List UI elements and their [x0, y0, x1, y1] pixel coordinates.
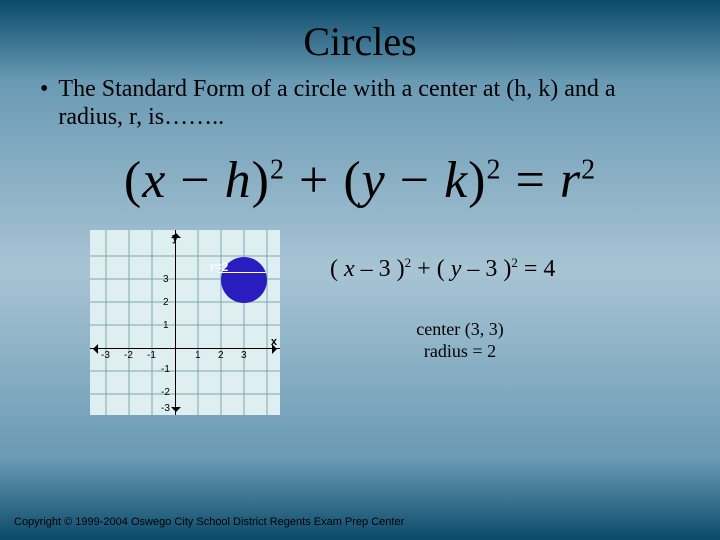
lower-section: r=2 y x 3 2 1 -1 -2 -3 -3 -2 -1 1 2 3 ( … — [0, 230, 720, 415]
main-formula: (x − h)2 + (y − k)2 = r2 — [0, 151, 720, 210]
xtick: 3 — [241, 350, 247, 361]
page-title: Circles — [0, 0, 720, 65]
copyright-text: Copyright © 1999-2004 Oswego City School… — [14, 516, 404, 528]
arrow-left-icon — [88, 344, 98, 354]
ytick: 2 — [163, 297, 169, 308]
xtick: -2 — [124, 350, 133, 361]
bullet-list: • The Standard Form of a circle with a c… — [0, 65, 720, 131]
example-section: ( x – 3 )2 + ( y – 3 )2 = 4 center (3, 3… — [280, 230, 720, 362]
xtick: -3 — [101, 350, 110, 361]
bullet-dot: • — [40, 75, 48, 103]
xtick: 2 — [218, 350, 224, 361]
ytick: -1 — [161, 364, 170, 375]
ytick: 3 — [163, 274, 169, 285]
ytick: -2 — [161, 387, 170, 398]
center-radius-info: center (3, 3) radius = 2 — [330, 318, 590, 362]
center-text: center (3, 3) — [330, 318, 590, 340]
y-axis — [175, 230, 176, 415]
example-formula: ( x – 3 )2 + ( y – 3 )2 = 4 — [330, 255, 720, 283]
radius-text: radius = 2 — [330, 340, 590, 362]
arrow-down-icon — [171, 407, 181, 417]
coordinate-graph: r=2 y x 3 2 1 -1 -2 -3 -3 -2 -1 1 2 3 — [90, 230, 280, 415]
x-axis-label: x — [271, 336, 277, 348]
y-axis-label: y — [172, 232, 178, 244]
ytick: -3 — [161, 403, 170, 414]
bullet-text: The Standard Form of a circle with a cen… — [58, 75, 680, 131]
xtick: 1 — [195, 350, 201, 361]
ytick: 1 — [163, 320, 169, 331]
x-axis — [90, 348, 280, 349]
xtick: -1 — [147, 350, 156, 361]
radius-label: r=2 — [210, 260, 228, 274]
